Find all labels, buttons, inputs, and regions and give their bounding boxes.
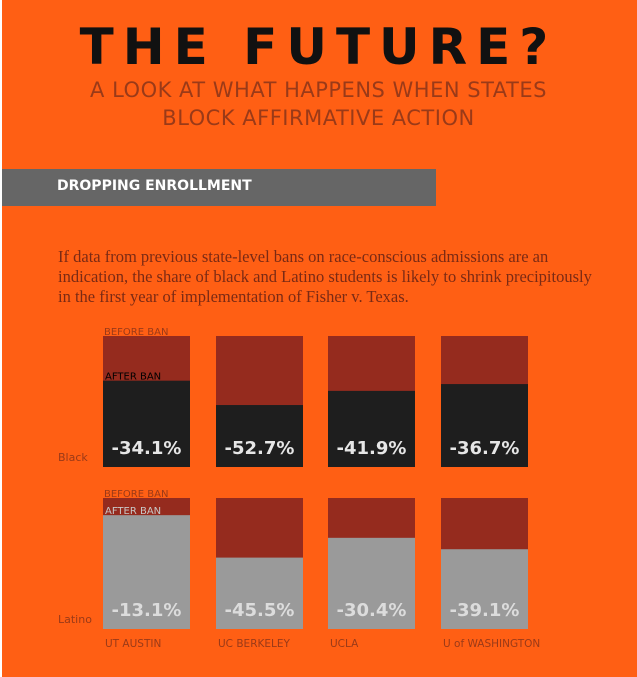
legend-after: AFTER BAN bbox=[105, 506, 161, 517]
subtitle-line-2: BLOCK AFFIRMATIVE ACTION bbox=[162, 106, 475, 130]
after-ban-bar bbox=[103, 380, 190, 467]
change-label: -41.9% bbox=[337, 438, 407, 459]
after-ban-bar bbox=[216, 405, 303, 467]
change-label: -52.7% bbox=[225, 438, 295, 459]
after-ban-bar bbox=[328, 537, 415, 629]
legend-after: AFTER BAN bbox=[105, 372, 161, 383]
change-label: -36.7% bbox=[450, 438, 520, 459]
section-banner: DROPPING ENROLLMENT bbox=[2, 169, 436, 206]
left-edge bbox=[0, 0, 2, 677]
intro-text: If data from previous state-level bans o… bbox=[58, 247, 592, 306]
row-label-black: Black bbox=[58, 451, 88, 464]
category-label: UCLA bbox=[330, 638, 359, 650]
change-label: -45.5% bbox=[225, 600, 295, 621]
category-label: U of WASHINGTON bbox=[443, 638, 540, 650]
change-label: -13.1% bbox=[112, 600, 182, 621]
after-ban-bar bbox=[103, 515, 190, 629]
change-label: -39.1% bbox=[450, 600, 520, 621]
subtitle-line-1: A LOOK AT WHAT HAPPENS WHEN STATES bbox=[90, 78, 547, 102]
change-label: -34.1% bbox=[112, 438, 182, 459]
legend-before: BEFORE BAN bbox=[104, 489, 168, 500]
row-label-latino: Latino bbox=[58, 613, 92, 626]
after-ban-bar bbox=[216, 557, 303, 629]
page-title: THE FUTURE? bbox=[79, 18, 558, 76]
after-ban-bar bbox=[441, 549, 528, 629]
legend-before: BEFORE BAN bbox=[104, 327, 168, 338]
category-label: UT AUSTIN bbox=[105, 638, 161, 650]
after-ban-bar bbox=[441, 384, 528, 467]
category-label: UC BERKELEY bbox=[218, 638, 290, 650]
after-ban-bar bbox=[328, 390, 415, 467]
change-label: -30.4% bbox=[337, 600, 407, 621]
section-label: DROPPING ENROLLMENT bbox=[57, 178, 252, 194]
